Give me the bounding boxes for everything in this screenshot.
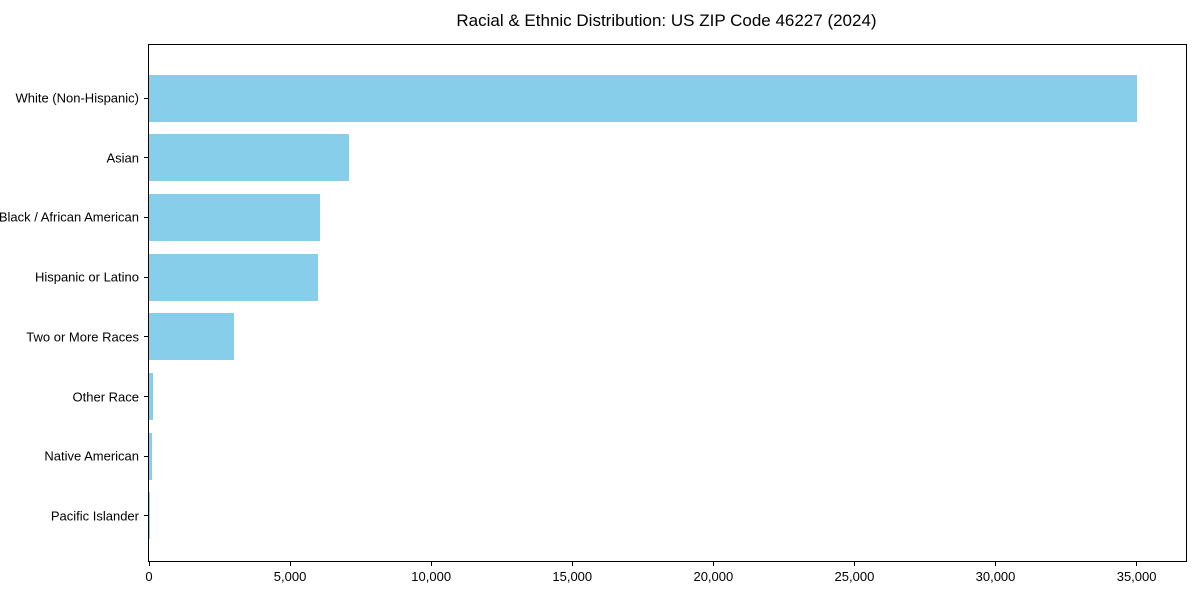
x-tick-label-5000: 5,000 (273, 569, 307, 584)
x-tick-label-10000: 10,000 (411, 569, 452, 584)
x-tick-label-35000: 35,000 (1116, 569, 1157, 584)
y-tick-mark (144, 455, 148, 457)
y-tick-label-native-american: Native American (44, 448, 139, 464)
y-tick-mark (144, 276, 148, 278)
bar-white-non-hispanic (149, 74, 1137, 122)
x-tick-label-0: 0 (145, 569, 153, 584)
x-tick-mark (430, 561, 432, 566)
bar-hispanic-or-latino (149, 253, 319, 301)
y-tick-label-two-or-more-races: Two or More Races (26, 329, 139, 345)
y-tick-label-hispanic-or-latino: Hispanic or Latino (34, 269, 139, 285)
bar-black-african-american (149, 193, 320, 241)
y-tick-label-pacific-islander: Pacific Islander (50, 508, 139, 524)
y-tick-mark (144, 216, 148, 218)
x-tick-label-25000: 25,000 (834, 569, 875, 584)
x-tick-mark (712, 561, 714, 566)
x-tick-mark (289, 561, 291, 566)
x-tick-label-20000: 20,000 (693, 569, 734, 584)
y-tick-mark (144, 157, 148, 159)
x-tick-mark (148, 561, 150, 566)
chart-title: Racial & Ethnic Distribution: US ZIP Cod… (456, 11, 877, 30)
y-tick-mark (144, 97, 148, 99)
y-tick-label-asian: Asian (106, 150, 139, 166)
y-tick-label-black-african-american: Black / African American (0, 209, 139, 225)
x-tick-label-15000: 15,000 (552, 569, 593, 584)
x-tick-mark (1136, 561, 1138, 566)
bar-other-race (149, 373, 154, 421)
x-tick-label-30000: 30,000 (975, 569, 1016, 584)
bar-pacific-islander (149, 492, 150, 540)
y-tick-mark (144, 396, 148, 398)
bar-two-or-more-races (149, 313, 234, 361)
y-tick-mark (144, 515, 148, 517)
bar-asian (149, 134, 350, 182)
y-tick-label-white-non-hispanic: White (Non-Hispanic) (15, 90, 139, 106)
y-tick-label-other-race: Other Race (72, 389, 139, 405)
bar-native-american (149, 432, 152, 480)
x-tick-mark (853, 561, 855, 566)
plot-area: White (Non-Hispanic) Asian Black / African… (0, 44, 1187, 584)
x-tick-mark (995, 561, 997, 566)
x-tick-mark (571, 561, 573, 566)
y-tick-mark (144, 336, 148, 338)
